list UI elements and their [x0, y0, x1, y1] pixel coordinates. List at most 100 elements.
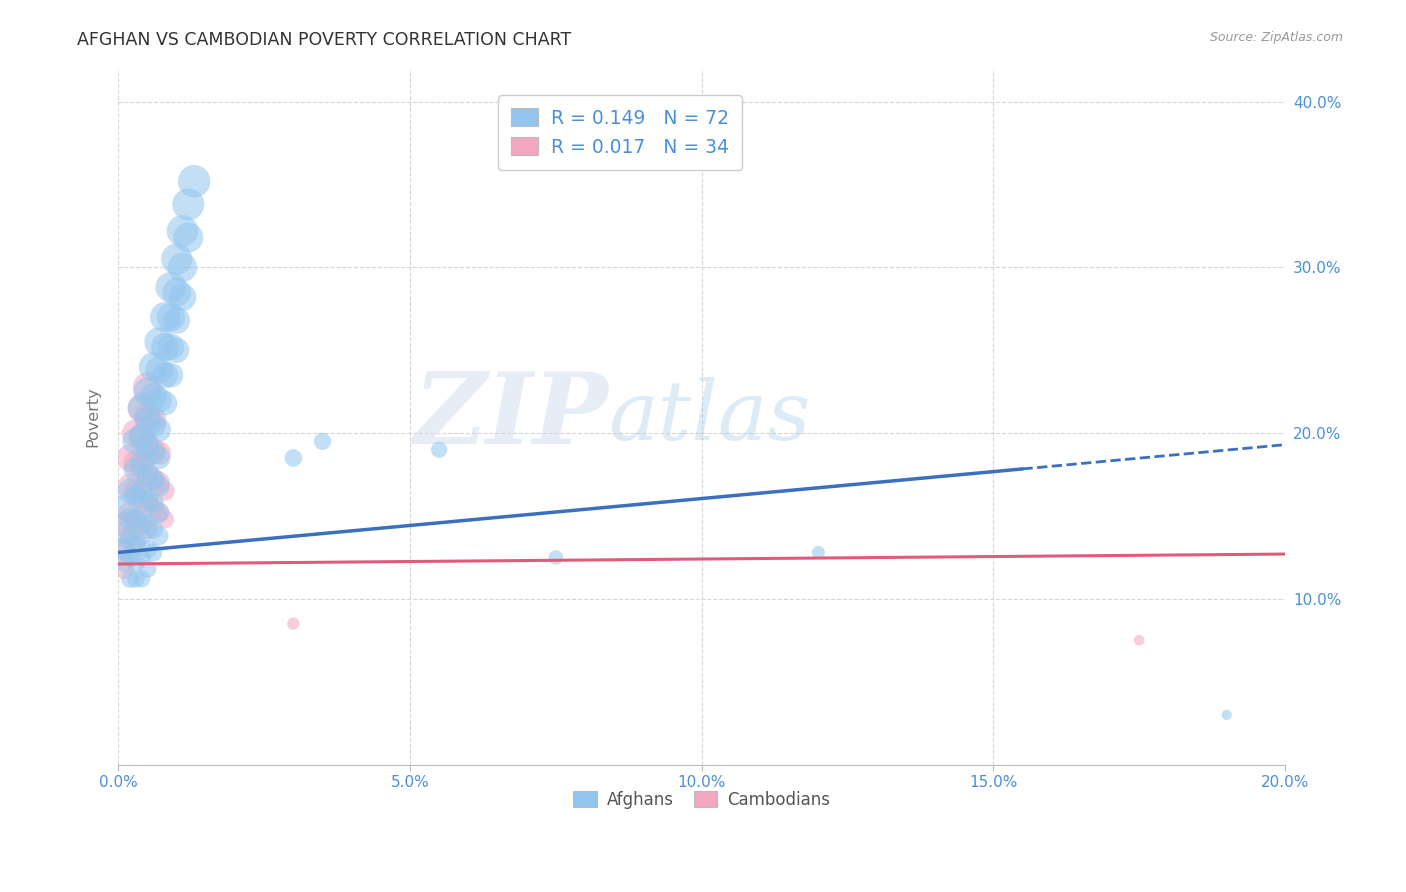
Point [136, 467, 159, 482]
Point [125, 555, 148, 569]
Point [112, 525, 135, 540]
Point [807, 545, 830, 559]
Point [131, 459, 153, 474]
Point [283, 616, 305, 631]
Point [125, 456, 148, 470]
Point [148, 334, 170, 349]
Text: Source: ZipAtlas.com: Source: ZipAtlas.com [1209, 31, 1343, 45]
Point [118, 484, 141, 499]
Text: ZIP: ZIP [413, 368, 609, 465]
Point [142, 473, 165, 487]
Point [148, 475, 170, 490]
Point [125, 489, 148, 503]
Point [136, 562, 159, 576]
Point [142, 545, 165, 559]
Point [125, 462, 148, 476]
Point [427, 442, 450, 457]
Point [131, 550, 153, 565]
Point [136, 517, 159, 532]
Point [125, 512, 148, 526]
Point [125, 572, 148, 586]
Point [112, 517, 135, 532]
Text: atlas: atlas [609, 376, 811, 457]
Point [142, 413, 165, 427]
Point [142, 390, 165, 404]
Point [131, 489, 153, 503]
Point [153, 368, 176, 383]
Point [172, 260, 194, 275]
Point [131, 529, 153, 543]
Point [131, 572, 153, 586]
Point [160, 340, 183, 354]
Point [112, 562, 135, 576]
Point [148, 506, 170, 520]
Point [153, 512, 176, 526]
Text: AFGHAN VS CAMBODIAN POVERTY CORRELATION CHART: AFGHAN VS CAMBODIAN POVERTY CORRELATION … [77, 31, 572, 49]
Point [160, 310, 183, 324]
Y-axis label: Poverty: Poverty [86, 386, 100, 447]
Point [112, 500, 135, 515]
Point [118, 479, 141, 493]
Point [112, 542, 135, 557]
Point [125, 512, 148, 526]
Point [183, 174, 205, 188]
Point [166, 313, 188, 327]
Point [136, 522, 159, 536]
Point [136, 467, 159, 482]
Point [142, 442, 165, 457]
Point [112, 542, 135, 557]
Point [125, 434, 148, 449]
Point [118, 533, 141, 548]
Point [283, 450, 305, 465]
Point [125, 426, 148, 441]
Point [118, 512, 141, 526]
Point [153, 340, 176, 354]
Point [125, 484, 148, 499]
Point [142, 496, 165, 510]
Point [131, 484, 153, 499]
Point [166, 285, 188, 300]
Point [142, 359, 165, 374]
Point [136, 380, 159, 394]
Point [1128, 633, 1150, 648]
Point [136, 496, 159, 510]
Point [148, 479, 170, 493]
Point [142, 446, 165, 460]
Point [148, 529, 170, 543]
Point [177, 197, 200, 211]
Point [131, 456, 153, 470]
Point [136, 413, 159, 427]
Point [148, 450, 170, 465]
Point [112, 555, 135, 569]
Point [172, 290, 194, 304]
Point [142, 500, 165, 515]
Point [136, 439, 159, 453]
Point [544, 550, 567, 565]
Point [125, 539, 148, 553]
Point [148, 363, 170, 377]
Point [142, 417, 165, 432]
Point [166, 252, 188, 266]
Point [131, 508, 153, 523]
Point [1215, 707, 1237, 722]
Point [153, 310, 176, 324]
Point [118, 529, 141, 543]
Point [148, 392, 170, 407]
Point [131, 429, 153, 443]
Point [136, 492, 159, 507]
Point [125, 533, 148, 548]
Point [118, 506, 141, 520]
Point [142, 522, 165, 536]
Point [148, 423, 170, 437]
Point [118, 572, 141, 586]
Point [136, 542, 159, 557]
Point [148, 506, 170, 520]
Point [166, 343, 188, 358]
Point [118, 450, 141, 465]
Point [142, 473, 165, 487]
Point [136, 439, 159, 453]
Point [136, 409, 159, 424]
Point [131, 429, 153, 443]
Point [131, 401, 153, 416]
Point [153, 484, 176, 499]
